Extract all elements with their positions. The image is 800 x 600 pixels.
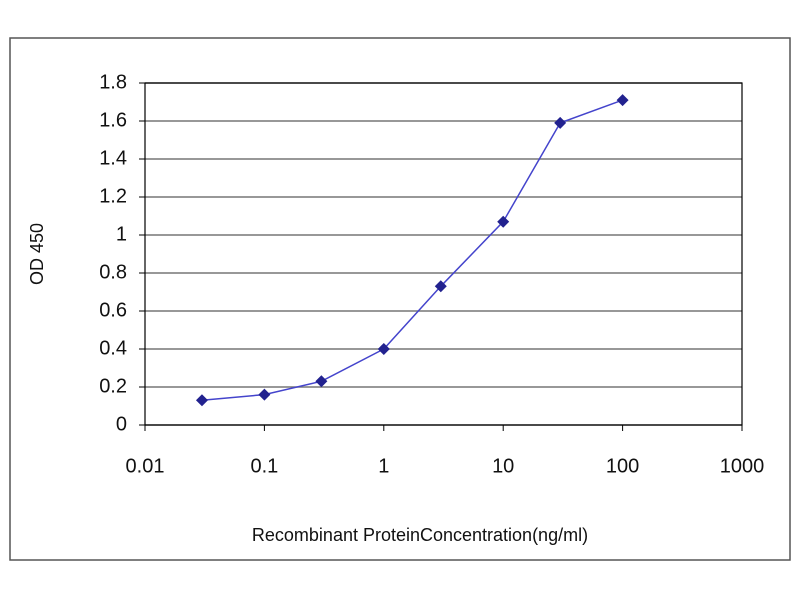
data-point bbox=[616, 94, 629, 107]
x-tick-label: 10 bbox=[492, 455, 514, 477]
data-point bbox=[377, 343, 390, 355]
chart-frame bbox=[9, 37, 791, 561]
x-tick-label: 100 bbox=[606, 455, 639, 477]
data-point bbox=[497, 215, 510, 228]
data-point bbox=[554, 116, 567, 129]
x-axis-title: Recombinant ProteinConcentration(ng/ml) bbox=[252, 525, 588, 545]
y-tick-label: 1.6 bbox=[99, 109, 127, 131]
y-tick-label: 0.8 bbox=[99, 261, 127, 283]
x-tick-label: 0.1 bbox=[250, 455, 278, 477]
x-tick-label: 1000 bbox=[720, 455, 765, 477]
y-tick-label: 1.8 bbox=[99, 71, 127, 93]
y-tick-label: 0.6 bbox=[99, 299, 127, 321]
y-tick-label: 1.2 bbox=[99, 185, 127, 207]
data-point bbox=[315, 375, 328, 388]
y-tick-label: 0.4 bbox=[99, 337, 127, 359]
y-axis-title: OD 450 bbox=[27, 223, 47, 285]
x-tick-label: 0.01 bbox=[126, 455, 165, 477]
data-point bbox=[434, 280, 447, 293]
data-point bbox=[258, 388, 271, 401]
plot-area-border bbox=[144, 82, 743, 426]
y-tick-label: 1.4 bbox=[99, 147, 127, 169]
data-point bbox=[195, 394, 208, 407]
data-line bbox=[201, 99, 623, 402]
y-tick-label: 0 bbox=[116, 413, 127, 435]
y-tick-label: 0.2 bbox=[99, 375, 127, 397]
y-tick-label: 1 bbox=[116, 223, 127, 245]
x-tick-label: 1 bbox=[378, 455, 389, 477]
